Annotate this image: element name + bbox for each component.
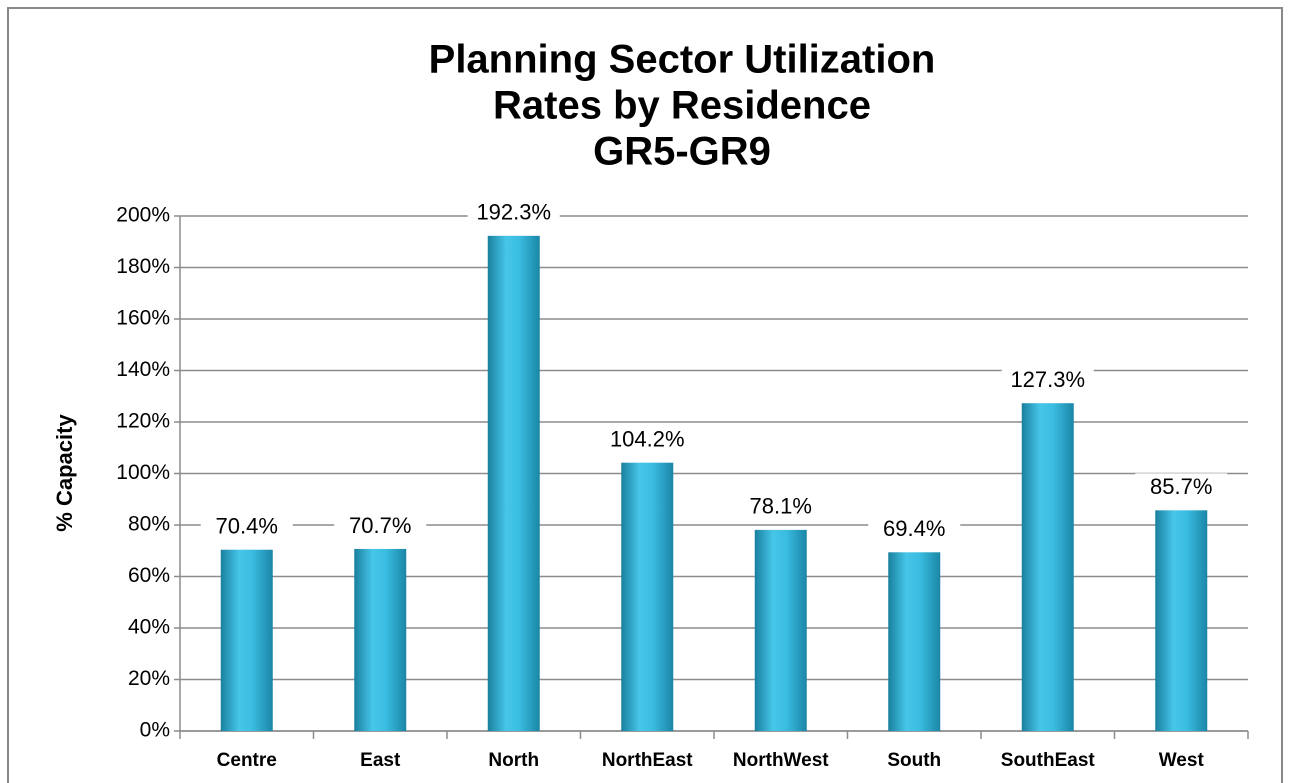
y-tick-label: 200%	[116, 204, 170, 227]
data-label: 127.3%	[1010, 367, 1085, 392]
x-tick-label: East	[360, 750, 401, 771]
bar	[220, 549, 273, 731]
x-tick-label: SouthEast	[1001, 750, 1096, 771]
y-tick-label: 180%	[116, 255, 170, 278]
data-label: 85.7%	[1150, 474, 1212, 499]
y-tick-label: 120%	[116, 410, 170, 433]
data-label-bg	[734, 492, 827, 523]
bar	[487, 235, 540, 731]
data-label: 104.2%	[610, 426, 685, 451]
bar	[888, 552, 941, 731]
data-label: 69.4%	[883, 516, 945, 541]
x-tick-label: Centre	[217, 750, 277, 771]
y-tick-label: 60%	[128, 564, 170, 587]
bar	[354, 548, 407, 731]
data-label-bg	[601, 425, 694, 456]
y-tick-label: 0%	[140, 719, 170, 742]
y-tick-label: 100%	[116, 461, 170, 484]
data-label: 70.7%	[349, 513, 411, 538]
x-tick-label: West	[1159, 750, 1205, 771]
bar	[1021, 403, 1074, 731]
x-tick-label: North	[488, 750, 539, 771]
chart-title: Rates by Residence	[493, 84, 871, 128]
x-tick-label: NorthEast	[602, 750, 693, 771]
y-tick-label: 80%	[128, 513, 170, 536]
y-tick-label: 140%	[116, 358, 170, 381]
data-label: 78.1%	[750, 494, 812, 519]
data-label-bg	[1001, 366, 1094, 397]
chart-title: Planning Sector Utilization	[429, 38, 936, 82]
data-label: 70.4%	[216, 514, 278, 539]
y-axis-label: % Capacity	[52, 414, 77, 532]
data-label-bg	[467, 198, 560, 229]
chart-title: GR5-GR9	[593, 130, 771, 174]
bar	[621, 462, 674, 731]
bar	[754, 529, 807, 731]
y-tick-label: 20%	[128, 667, 170, 690]
data-label-bg	[200, 512, 293, 543]
data-label: 192.3%	[476, 200, 551, 225]
y-tick-label: 160%	[116, 307, 170, 330]
data-label-bg	[1135, 473, 1228, 504]
bar	[1155, 510, 1208, 731]
data-label-bg	[868, 515, 961, 546]
x-tick-label: South	[887, 750, 941, 771]
x-tick-label: NorthWest	[733, 750, 829, 771]
data-label-bg	[334, 511, 427, 542]
y-tick-label: 40%	[128, 616, 170, 639]
